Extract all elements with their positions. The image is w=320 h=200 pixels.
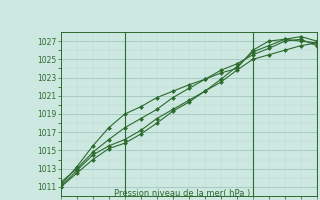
Text: Pression niveau de la mer( hPa ): Pression niveau de la mer( hPa ) xyxy=(114,189,251,198)
